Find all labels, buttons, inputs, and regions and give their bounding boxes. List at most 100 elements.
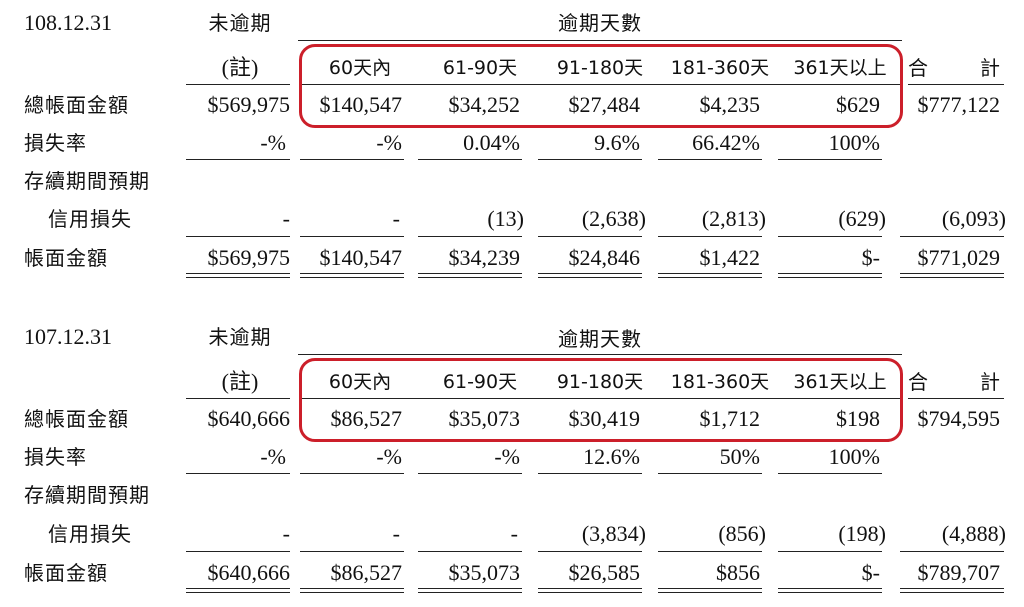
- row-rule: [658, 236, 762, 237]
- total-header-left: 合: [908, 56, 929, 80]
- cell: -: [392, 206, 400, 231]
- total-double-rule: [658, 273, 762, 278]
- header-rule: [908, 398, 1004, 399]
- row-rule: [300, 236, 404, 237]
- total-double-rule: [658, 588, 762, 593]
- total-double-rule: [300, 273, 404, 278]
- cell: $640,666: [207, 560, 291, 585]
- bucket-header: 361天以上: [793, 371, 887, 393]
- row-label-carrying-amount: 帳面金額: [24, 246, 108, 270]
- row-rule: [538, 159, 642, 160]
- header-rule: [300, 84, 902, 85]
- cell: -: [510, 521, 518, 546]
- cell: $34,239: [448, 245, 521, 270]
- cell: $777,122: [917, 92, 1001, 117]
- note-label: (註): [221, 369, 259, 394]
- total-double-rule: [186, 273, 290, 278]
- row-rule: [186, 236, 290, 237]
- cell: 100%: [828, 444, 880, 469]
- cell: $140,547: [319, 245, 403, 270]
- cell: 12.6%: [583, 444, 640, 469]
- row-label-gross-amount: 總帳面金額: [24, 407, 129, 431]
- row-rule: [900, 551, 1004, 552]
- cell: (6,093): [941, 206, 1006, 231]
- bucket-header: 61-90天: [442, 371, 518, 393]
- bucket-header: 181-360天: [670, 57, 770, 79]
- bucket-header: 60天內: [328, 57, 392, 79]
- row-rule: [778, 236, 882, 237]
- row-rule: [418, 473, 522, 474]
- cell: (3,834): [581, 521, 646, 546]
- row-rule: [186, 159, 290, 160]
- header-rule: [908, 84, 1004, 85]
- total-double-rule: [778, 588, 882, 593]
- total-double-rule: [900, 588, 1004, 593]
- cell: $569,975: [207, 92, 291, 117]
- row-rule: [658, 551, 762, 552]
- cell: $1,422: [699, 245, 761, 270]
- overdue-header-rule: [298, 354, 902, 355]
- overdue-days-header: 逾期天數: [558, 327, 642, 351]
- row-rule: [900, 236, 1004, 237]
- overdue-days-header: 逾期天數: [558, 11, 642, 35]
- row-label-gross-amount: 總帳面金額: [24, 93, 129, 117]
- row-label-lifetime-expected: 存續期間預期: [24, 483, 150, 507]
- row-rule: [658, 159, 762, 160]
- cell: $86,527: [330, 406, 403, 431]
- row-rule: [300, 473, 404, 474]
- cell: (13): [487, 206, 524, 231]
- cell: -%: [494, 444, 520, 469]
- cell: (2,638): [581, 206, 646, 231]
- bucket-header: 61-90天: [442, 57, 518, 79]
- row-rule: [778, 159, 882, 160]
- total-header-right: 計: [980, 370, 1001, 394]
- total-header-right: 計: [980, 56, 1001, 80]
- period-date: 107.12.31: [24, 324, 112, 349]
- bucket-header: 91-180天: [556, 371, 644, 393]
- cell: $4,235: [699, 92, 761, 117]
- row-rule: [778, 473, 882, 474]
- total-double-rule: [418, 588, 522, 593]
- row-rule: [186, 473, 290, 474]
- cell: $640,666: [207, 406, 291, 431]
- cell: -%: [260, 444, 286, 469]
- cell: 0.04%: [463, 130, 520, 155]
- row-label-carrying-amount: 帳面金額: [24, 561, 108, 585]
- total-double-rule: [538, 273, 642, 278]
- cell: 66.42%: [692, 130, 760, 155]
- cell: $34,252: [448, 92, 521, 117]
- bucket-header: 91-180天: [556, 57, 644, 79]
- cell: -%: [376, 130, 402, 155]
- cell: $771,029: [917, 245, 1001, 270]
- cell: 50%: [719, 444, 760, 469]
- cell: -: [282, 206, 290, 231]
- cell: -%: [260, 130, 286, 155]
- cell: $35,073: [448, 406, 521, 431]
- period-date: 108.12.31: [24, 10, 112, 35]
- cell: $-: [861, 560, 880, 585]
- cell: $26,585: [568, 560, 641, 585]
- cell: $1,712: [699, 406, 761, 431]
- cell: $86,527: [330, 560, 403, 585]
- cell: (629): [838, 206, 886, 231]
- row-rule: [300, 159, 404, 160]
- header-rule: [300, 398, 902, 399]
- cell: $24,846: [568, 245, 641, 270]
- cell: $794,595: [917, 406, 1001, 431]
- total-double-rule: [538, 588, 642, 593]
- row-rule: [538, 236, 642, 237]
- row-label-credit-loss: 信用損失: [48, 207, 132, 231]
- row-label-lifetime-expected: 存續期間預期: [24, 169, 150, 193]
- row-rule: [418, 236, 522, 237]
- cell: 100%: [828, 130, 880, 155]
- cell: $35,073: [448, 560, 521, 585]
- cell: $856: [716, 560, 760, 585]
- header-rule: [186, 398, 290, 399]
- total-double-rule: [778, 273, 882, 278]
- cell: $789,707: [917, 560, 1001, 585]
- row-rule: [538, 551, 642, 552]
- note-label: (註): [221, 55, 259, 80]
- cell: $569,975: [207, 245, 291, 270]
- bucket-header: 60天內: [328, 371, 392, 393]
- cell: -%: [376, 444, 402, 469]
